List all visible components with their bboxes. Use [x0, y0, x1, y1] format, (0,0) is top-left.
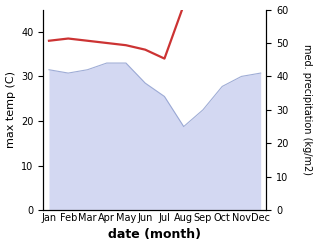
Y-axis label: max temp (C): max temp (C): [5, 71, 16, 148]
X-axis label: date (month): date (month): [108, 228, 201, 242]
Y-axis label: med. precipitation (kg/m2): med. precipitation (kg/m2): [302, 44, 313, 175]
